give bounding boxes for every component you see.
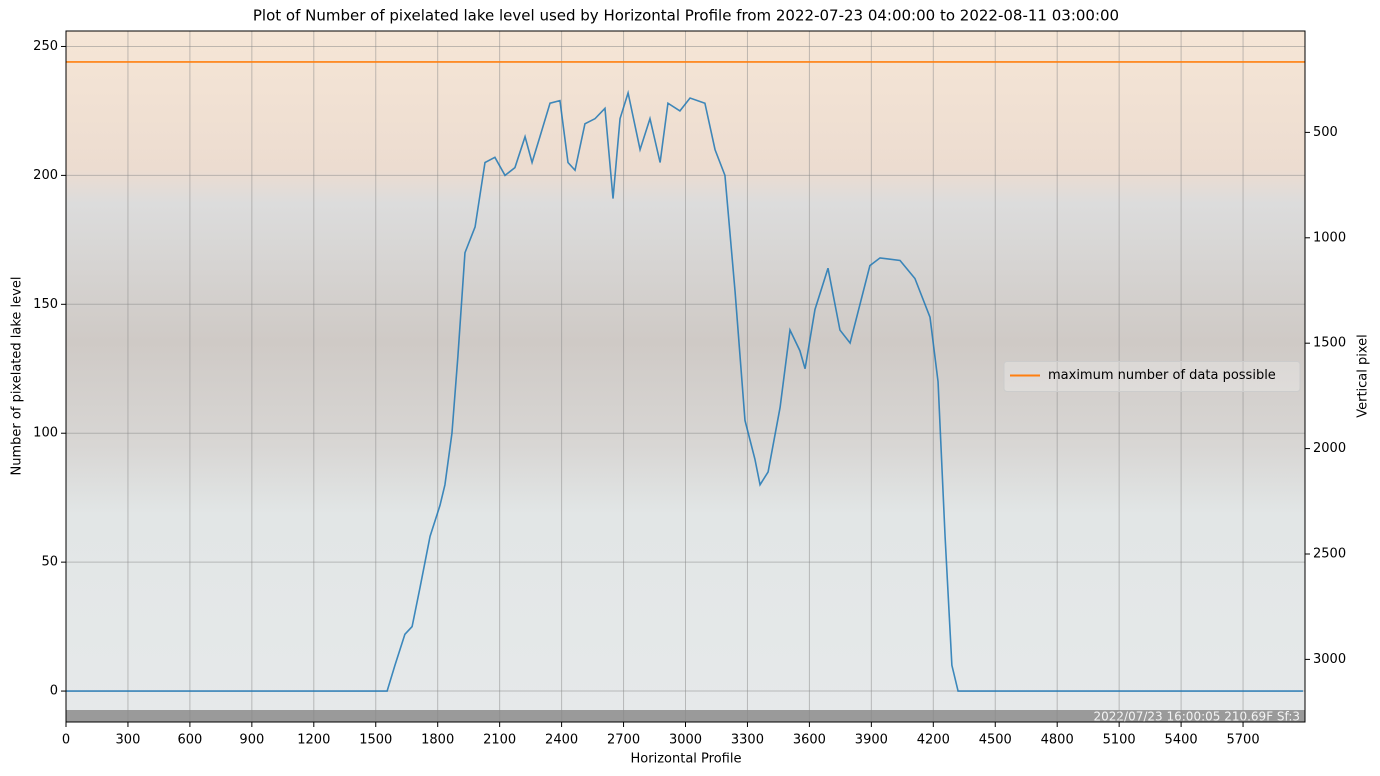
x-axis-label: Horizontal Profile [631, 752, 742, 767]
y2-tick-label: 2000 [1313, 441, 1346, 456]
y-tick-label: 200 [33, 168, 58, 183]
plot-frame [65, 30, 1306, 723]
x-tick-label: 3900 [855, 733, 888, 748]
x-tick-label: 1800 [421, 733, 454, 748]
x-tick-label: 3000 [669, 733, 702, 748]
photo-caption: 2022/07/23 16:00:05 210.69F Sf:3 [1094, 710, 1300, 724]
x-tick-label: 2400 [545, 733, 578, 748]
legend-label: maximum number of data possible [1048, 368, 1276, 383]
y-tick-label: 100 [33, 426, 58, 441]
x-tick-label: 1200 [297, 733, 330, 748]
chart-title: Plot of Number of pixelated lake level u… [253, 7, 1119, 25]
x-tick-label: 5700 [1227, 733, 1260, 748]
x-tick-label: 300 [116, 733, 141, 748]
y2-tick-label: 1500 [1313, 336, 1346, 351]
x-tick-label: 1500 [359, 733, 392, 748]
y2-tick-label: 500 [1313, 125, 1338, 140]
y2-tick-label: 1000 [1313, 230, 1346, 245]
x-tick-label: 5400 [1165, 733, 1198, 748]
y2-tick-label: 2500 [1313, 546, 1346, 561]
x-tick-label: 900 [239, 733, 264, 748]
x-tick-label: 0 [62, 733, 70, 748]
y2-tick-label: 3000 [1313, 652, 1346, 667]
y-tick-label: 250 [33, 39, 58, 54]
x-tick-label: 4200 [917, 733, 950, 748]
y-tick-label: 0 [50, 684, 58, 699]
x-tick-label: 2700 [607, 733, 640, 748]
y-axis-label: Number of pixelated lake level [10, 277, 25, 476]
x-tick-label: 5100 [1103, 733, 1136, 748]
x-tick-label: 2100 [483, 733, 516, 748]
x-tick-label: 4500 [979, 733, 1012, 748]
x-tick-label: 3600 [793, 733, 826, 748]
legend-box [1003, 361, 1301, 392]
data-line [66, 89, 1303, 692]
x-tick-label: 4800 [1041, 733, 1074, 748]
x-tick-label: 600 [177, 733, 202, 748]
y-tick-label: 50 [41, 555, 58, 570]
y-tick-label: 150 [33, 297, 58, 312]
y2-axis-label: Vertical pixel [1356, 334, 1371, 418]
x-tick-label: 3300 [731, 733, 764, 748]
